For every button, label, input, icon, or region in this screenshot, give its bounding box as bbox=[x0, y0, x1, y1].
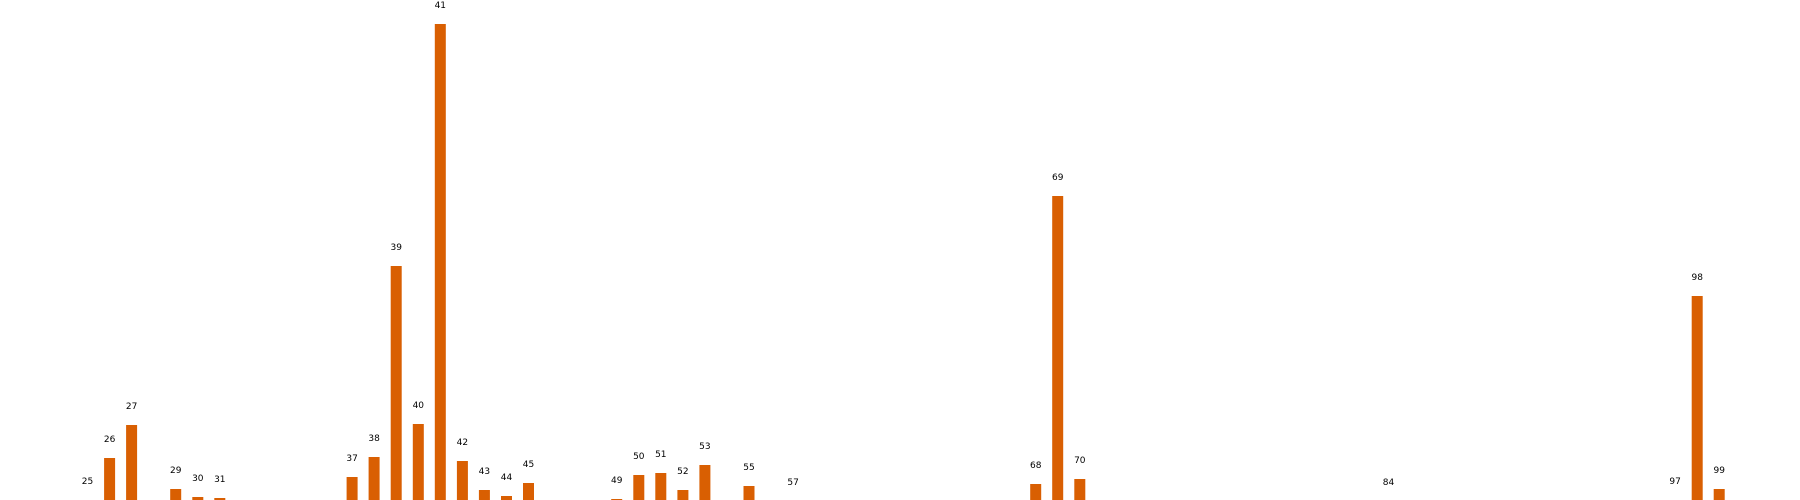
bar-label-39: 39 bbox=[390, 243, 402, 253]
bar-55 bbox=[743, 486, 755, 500]
bar-label-43: 43 bbox=[479, 467, 490, 477]
bar-label-31: 31 bbox=[214, 475, 225, 485]
bar-29 bbox=[170, 489, 182, 500]
bar-label-45: 45 bbox=[523, 460, 534, 470]
bar-53 bbox=[699, 465, 711, 500]
bar-label-42: 42 bbox=[457, 438, 468, 448]
bar-27 bbox=[126, 425, 138, 500]
bar-label-69: 69 bbox=[1052, 173, 1064, 183]
bar-label-41: 41 bbox=[435, 1, 446, 11]
bar-69 bbox=[1052, 196, 1064, 500]
bar-41 bbox=[434, 24, 446, 500]
bars-group bbox=[104, 24, 1725, 500]
bar-52 bbox=[677, 490, 689, 500]
bar-label-70: 70 bbox=[1074, 456, 1086, 466]
bar-26 bbox=[104, 458, 116, 500]
bar-label-44: 44 bbox=[501, 473, 513, 483]
bar-label-30: 30 bbox=[192, 474, 204, 484]
bar-38 bbox=[368, 457, 380, 500]
bar-label-55: 55 bbox=[743, 463, 754, 473]
bar-label-27: 27 bbox=[126, 402, 137, 412]
bar-37 bbox=[346, 477, 358, 500]
bar-40 bbox=[412, 424, 424, 500]
bar-51 bbox=[655, 473, 667, 500]
bar-label-26: 26 bbox=[104, 435, 116, 445]
bar-label-29: 29 bbox=[170, 466, 182, 476]
bar-labels-group: 25 26 27 29 30 31 37 38 39 40 41 42 43 44 45 49 50 51 52 53… bbox=[82, 1, 1725, 488]
bar-44 bbox=[501, 496, 512, 500]
bar-label-49: 49 bbox=[611, 476, 623, 486]
bar-label-97: 97 bbox=[1669, 477, 1680, 487]
bar-label-40: 40 bbox=[413, 401, 425, 411]
bar-label-68: 68 bbox=[1030, 461, 1042, 471]
bar-label-38: 38 bbox=[368, 434, 380, 444]
bar-label-51: 51 bbox=[655, 450, 666, 460]
bar-39 bbox=[390, 266, 402, 500]
bar-42 bbox=[456, 461, 468, 500]
bar-45 bbox=[523, 483, 534, 500]
bar-label-98: 98 bbox=[1691, 273, 1703, 283]
bar-label-99: 99 bbox=[1713, 466, 1725, 476]
bar-99 bbox=[1713, 489, 1725, 500]
bar-label-50: 50 bbox=[633, 452, 645, 462]
bar-70 bbox=[1074, 479, 1086, 500]
bar-label-84: 84 bbox=[1383, 478, 1395, 488]
bar-68 bbox=[1030, 484, 1042, 500]
bar-43 bbox=[478, 490, 490, 500]
bar-label-25: 25 bbox=[82, 477, 93, 487]
bar-label-57: 57 bbox=[787, 478, 798, 488]
bar-label-37: 37 bbox=[346, 454, 357, 464]
bar-30 bbox=[192, 497, 204, 500]
bar-label-53: 53 bbox=[699, 442, 710, 452]
bar-98 bbox=[1691, 296, 1703, 500]
bar-31 bbox=[214, 498, 226, 500]
bar-50 bbox=[633, 475, 645, 500]
bar-label-52: 52 bbox=[677, 467, 688, 477]
